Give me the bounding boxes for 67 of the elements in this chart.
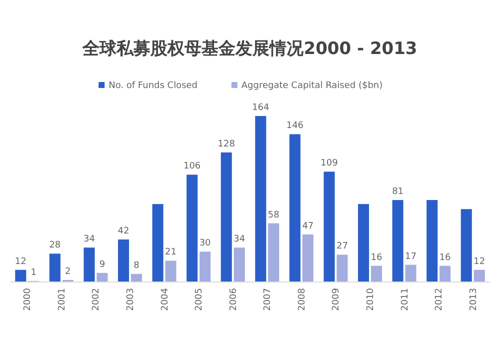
data-label: 27 [336,242,348,252]
data-label: 42 [118,226,130,236]
bar [165,260,176,282]
data-label: 21 [165,248,176,258]
x-tick-label: 2006 [228,288,239,311]
data-label: 28 [49,240,61,251]
x-tick-label: 2002 [92,288,102,311]
data-label: 9 [99,260,106,270]
data-label: 30 [199,238,212,249]
x-tick-label: 2013 [468,288,479,311]
data-label: 164 [252,103,270,113]
bar [200,252,211,282]
x-tick-label: 2010 [366,288,376,311]
bar [392,200,404,282]
data-label: 128 [218,139,236,150]
data-label: 34 [84,234,96,245]
bar [220,152,232,282]
bar [49,254,60,282]
bar [234,248,245,282]
x-tick-label: 2003 [126,288,136,311]
bar [152,204,164,282]
data-label: 58 [268,210,280,220]
bar [15,270,26,282]
data-label: 2 [65,266,71,277]
data-label: 106 [183,162,201,172]
data-label: 1 [30,268,36,278]
bar [130,274,142,282]
bar [268,223,280,282]
data-label: 34 [234,234,246,245]
bar [118,239,130,282]
legend-label: Aggregate Capital Raised ($bn) [241,81,383,91]
bar [474,270,485,282]
bar [426,200,438,282]
bar [324,172,335,282]
data-label: 12 [474,256,486,267]
bar [336,254,348,282]
bar [289,134,300,282]
bar [84,248,95,282]
legend-label: No. of Funds Closed [108,81,198,91]
bar [405,264,416,282]
data-label: 17 [405,252,416,262]
x-tick-label: 2011 [400,288,410,311]
bar [460,209,472,282]
bar [440,266,451,282]
x-tick-label: 2000 [23,288,34,311]
x-tick-label: 2004 [160,288,170,311]
data-label: 47 [302,221,314,232]
data-label: 109 [320,158,338,169]
x-tick-label: 2012 [434,288,445,311]
bar [302,234,314,282]
bar [255,116,266,282]
bar [186,174,198,282]
x-tick-label: 2001 [57,288,68,311]
bar [370,266,382,282]
chart-title: 全球私募股权母基金发展情况2000 - 2013 [82,39,418,59]
x-tick-label: 2005 [194,288,205,311]
bar [96,272,108,282]
bar [358,204,370,282]
x-tick-label: 2009 [332,288,342,311]
data-label: 8 [134,260,140,271]
data-label: 12 [14,256,26,267]
data-label: 81 [392,187,404,198]
data-label: 16 [370,252,382,263]
x-tick-label: 2007 [263,288,274,311]
x-tick-label: 2008 [297,288,308,311]
data-label: 16 [439,252,452,263]
data-label: 146 [286,121,304,132]
